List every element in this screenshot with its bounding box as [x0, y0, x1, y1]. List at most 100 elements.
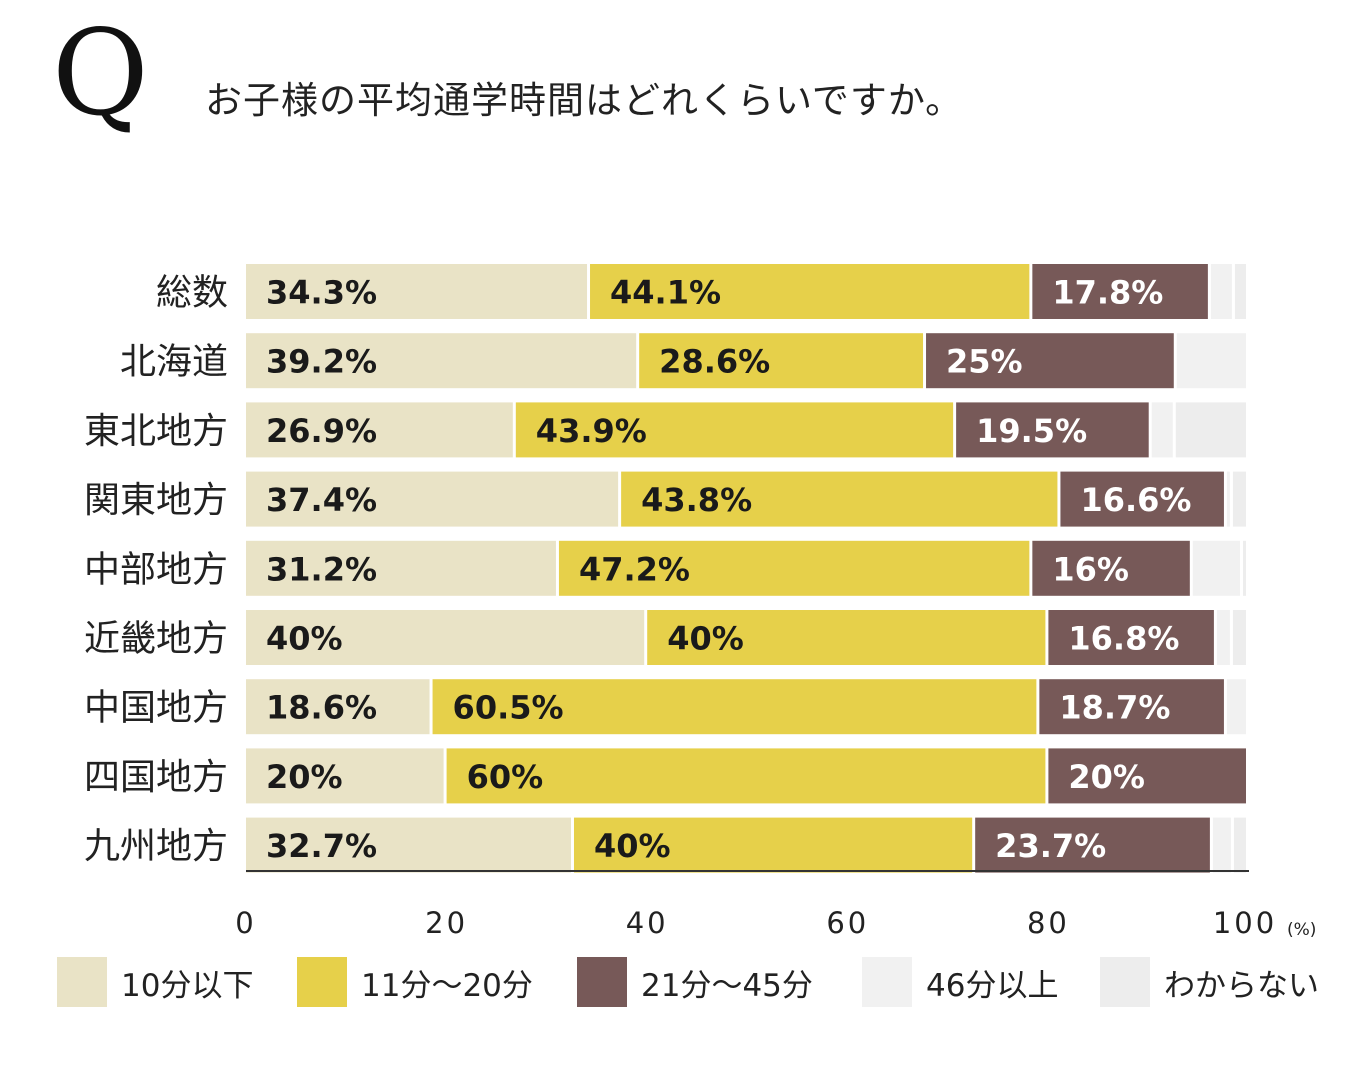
x-tick-label: 20 — [425, 906, 468, 940]
bar-segment — [926, 333, 1174, 389]
data-label: 20% — [1068, 758, 1145, 796]
bar-segment — [246, 264, 588, 319]
category-label: 九州地方 — [84, 826, 228, 867]
category-label: 中部地方 — [84, 549, 228, 590]
legend-label: わからない — [1164, 967, 1319, 1004]
x-tick-label: 100 — [1213, 906, 1277, 940]
bar-segment — [1232, 610, 1246, 665]
bar-segment — [1151, 402, 1173, 458]
legend-swatch — [57, 957, 107, 1007]
legend-label: 46分以上 — [926, 967, 1059, 1004]
legend-item: 46分以上 — [862, 956, 1058, 1008]
bar-segment — [1226, 471, 1230, 527]
bar-segment — [246, 540, 556, 596]
bar-segment — [621, 471, 1058, 527]
data-label: 40% — [667, 620, 744, 658]
bar-segment — [1048, 610, 1214, 665]
bar-segment — [1234, 264, 1246, 319]
category-label: 総数 — [156, 273, 228, 314]
bar-segment — [975, 817, 1210, 873]
bar-segment — [246, 471, 619, 527]
data-label: 60% — [467, 758, 544, 796]
data-label: 17.8% — [1052, 274, 1163, 312]
legend-label: 11分～20分 — [361, 967, 533, 1004]
category-label: 中国地方 — [84, 688, 228, 729]
legend: 10分以下 11分～20分 21分～45分 46分以上 わからない — [57, 956, 1319, 1012]
bar-segment — [246, 817, 571, 873]
legend-item: わからない — [1100, 956, 1319, 1008]
bar-segment — [1226, 679, 1246, 735]
data-label: 43.8% — [641, 481, 752, 519]
legend-swatch — [862, 957, 912, 1007]
bar-segment — [1232, 471, 1246, 527]
data-label: 25% — [946, 343, 1023, 381]
x-tick-label: 80 — [1027, 906, 1070, 940]
data-label: 43.9% — [536, 412, 647, 450]
bar-segment — [1060, 471, 1224, 527]
category-label: 北海道 — [120, 342, 228, 383]
data-label: 34.3% — [266, 274, 377, 312]
bar-segment — [246, 748, 444, 804]
category-label: 関東地方 — [84, 480, 228, 521]
data-label: 18.6% — [266, 689, 377, 727]
bar-segment — [1032, 264, 1208, 319]
legend-label: 10分以下 — [121, 967, 254, 1004]
bar-segment — [446, 748, 1046, 804]
bar-segment — [246, 333, 637, 389]
data-label: 32.7% — [266, 827, 377, 865]
x-tick-label: 40 — [626, 906, 669, 940]
bar-segment — [590, 264, 1030, 319]
bar-segment — [1233, 817, 1246, 873]
category-label: 東北地方 — [84, 411, 228, 452]
bar-segment — [246, 610, 645, 665]
data-label: 28.6% — [659, 343, 770, 381]
bar-segment — [1176, 333, 1246, 389]
data-label: 16% — [1052, 550, 1129, 588]
legend-item: 10分以下 — [57, 956, 253, 1008]
bar-segment — [1210, 264, 1232, 319]
bar-segment — [558, 540, 1030, 596]
bar-segment — [515, 402, 954, 458]
legend-label: 21分～45分 — [641, 967, 813, 1004]
bar-segment — [1242, 540, 1246, 596]
category-label: 近畿地方 — [84, 619, 228, 660]
legend-item: 11分～20分 — [297, 956, 533, 1008]
legend-item: 21分～45分 — [577, 956, 813, 1008]
legend-swatch — [297, 957, 347, 1007]
data-label: 20% — [266, 758, 343, 796]
bar-segment — [647, 610, 1046, 665]
stacked-bar-chart: 総数 34.3% 44.1% 17.8% 北海道 39.2% 28.6% 25% 東北地方 26.… — [84, 264, 1316, 940]
data-label: 37.4% — [266, 481, 377, 519]
bar-segment — [573, 817, 973, 873]
x-tick-label: 0 — [235, 906, 256, 940]
bar-segment — [956, 402, 1149, 458]
data-label: 47.2% — [579, 550, 690, 588]
bar-segment — [1192, 540, 1240, 596]
bar-segment — [1175, 402, 1246, 458]
legend-swatch — [1100, 957, 1150, 1007]
bar-segment — [1039, 679, 1224, 735]
q-mark: Q — [52, 4, 149, 142]
data-label: 16.6% — [1080, 481, 1191, 519]
bar-segment — [246, 679, 430, 735]
data-label: 18.7% — [1059, 689, 1170, 727]
question-title: お子様の平均通学時間はどれくらいですか。 — [205, 79, 964, 122]
x-tick-label: 60 — [826, 906, 869, 940]
legend-swatch — [577, 957, 627, 1007]
data-label: 26.9% — [266, 412, 377, 450]
bar-segment — [1212, 817, 1231, 873]
bar-segment — [246, 402, 513, 458]
bar-segment — [432, 679, 1037, 735]
data-label: 40% — [266, 620, 343, 658]
data-label: 40% — [594, 827, 671, 865]
bar-segment — [639, 333, 924, 389]
data-label: 31.2% — [266, 550, 377, 588]
data-label: 44.1% — [610, 274, 721, 312]
x-unit-label: (%) — [1287, 920, 1316, 940]
bar-segment — [1216, 610, 1230, 665]
data-label: 23.7% — [995, 827, 1106, 865]
category-label: 四国地方 — [84, 757, 228, 798]
data-label: 39.2% — [266, 343, 377, 381]
data-label: 60.5% — [453, 689, 564, 727]
bar-segment — [1032, 540, 1190, 596]
